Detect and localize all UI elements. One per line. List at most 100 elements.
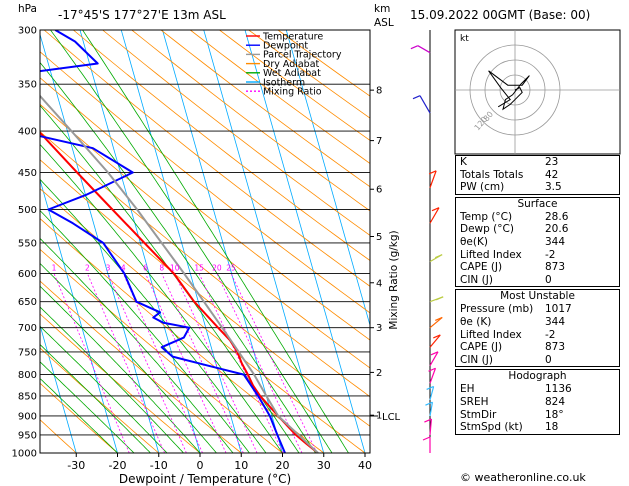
mixing-ratio-line	[87, 273, 165, 453]
pressure-tick-label: 350	[18, 80, 37, 91]
most-unstable-value: 1017	[545, 303, 572, 316]
lcl-label: LCL	[382, 412, 401, 423]
pressure-tick-label: 300	[18, 26, 37, 37]
surface-label: Dewp (°C)	[460, 223, 514, 236]
pressure-tick-label: 650	[18, 297, 37, 308]
wind-barb-flag	[410, 45, 419, 50]
wind-barb	[429, 368, 437, 384]
surface-row: CIN (J) 0	[456, 274, 619, 287]
plot-frame	[39, 29, 371, 454]
most-unstable-value: 873	[545, 341, 566, 354]
mixing-ratio-line	[216, 273, 303, 453]
pressure-tick-label: 1000	[12, 449, 37, 460]
wind-barb-flag	[435, 296, 444, 301]
surface-label: CAPE (J)	[460, 261, 503, 274]
wet-adiabat-line	[40, 306, 184, 453]
dry-adiabat-line	[40, 347, 160, 453]
x-tick-label: -10	[150, 459, 168, 472]
mixing-ratio-label: 6	[143, 264, 148, 273]
pressure-tick-label: 550	[18, 238, 37, 249]
wind-barb-flag	[424, 418, 432, 423]
most-unstable-row: CIN (J) 0	[456, 354, 619, 367]
dry-adiabat-line	[40, 313, 201, 453]
x-tick-label: -20	[109, 459, 127, 472]
hodo-row: StmSpd (kt) 18	[456, 421, 619, 434]
surface-value: 20.6	[545, 223, 569, 236]
dry-adiabat-line	[40, 103, 370, 369]
km-tick-label: 1	[376, 411, 382, 422]
hodo-value: 1136	[545, 383, 572, 396]
legend-entry: Parcel Trajectory	[263, 50, 342, 61]
km-tick-label: 2	[376, 368, 382, 379]
mixing-ratio-label: 2	[85, 264, 90, 273]
most-unstable-value: 0	[545, 353, 552, 366]
dry-adiabat-line	[40, 382, 118, 453]
most-unstable-row: Pressure (mb) 1017	[456, 303, 619, 316]
x-tick-label: 40	[358, 459, 372, 472]
mixing-ratio-line	[161, 273, 244, 453]
wind-barb	[419, 95, 431, 114]
dry-adiabat-line	[102, 30, 370, 236]
height-unit-label: km	[374, 3, 391, 15]
wet-adiabat-line	[40, 377, 118, 453]
hodo-label: SREH	[460, 395, 489, 408]
most-unstable-label: Lifted Index	[460, 328, 522, 341]
wind-barb	[429, 170, 437, 188]
surface-box: Surface Temp (°C) 28.6 Dewp (°C) 20.6 θe(K) 3…	[455, 196, 620, 288]
km-tick-label: 4	[376, 278, 382, 289]
wet-adiabat-line	[40, 343, 151, 453]
mixing-ratio-label: 8	[159, 264, 164, 273]
wind-barb	[429, 402, 434, 417]
wind-barb	[429, 334, 441, 348]
hodo-label: StmSpd (kt)	[460, 421, 523, 434]
surface-row: Dewp (°C) 20.6	[456, 223, 619, 236]
wind-barb-flag	[433, 334, 441, 339]
isotherm-line	[79, 30, 201, 453]
indices-table: K 23 Totals Totals 42 PW (cm) 3.5 Surface Tem…	[455, 155, 620, 437]
legend-entry: Mixing Ratio	[263, 87, 322, 98]
legend-entry: Wet Adiabat	[263, 68, 321, 79]
wind-barb	[429, 207, 440, 224]
wind-barb-flag	[428, 170, 437, 175]
surface-value: 344	[545, 235, 566, 248]
km-tick-label: 6	[376, 185, 382, 196]
mixing-ratio-axis-title: Mixing Ratio (g/kg)	[388, 230, 400, 329]
most-unstable-title: Most Unstable	[500, 290, 575, 303]
hodo-value: 18	[545, 421, 559, 434]
hodo-label: EH	[460, 383, 475, 396]
hodo-label: StmDir	[460, 408, 497, 421]
x-tick-label: -30	[67, 459, 85, 472]
wind-barb	[429, 316, 443, 329]
wind-barb-flag	[426, 385, 434, 391]
most-unstable-label: CAPE (J)	[460, 341, 503, 354]
mixing-ratio-label: 1	[52, 264, 57, 273]
location-label: -17°45'S 177°27'E 13m ASL	[58, 8, 226, 22]
most-unstable-row: θe (K) 344	[456, 316, 619, 329]
mixing-ratio-label: 10	[170, 264, 180, 273]
wind-barb-flag	[412, 95, 421, 100]
pressure-tick-label: 500	[18, 205, 37, 216]
isotherm-lines	[40, 30, 370, 453]
most-unstable-value: 344	[545, 315, 566, 328]
dry-adiabat-line	[73, 30, 370, 262]
surface-value: 28.6	[545, 210, 569, 223]
height-ref-label: ASL	[374, 17, 394, 29]
index-row: PW (cm) 3.5	[456, 181, 619, 194]
surface-value: 873	[545, 261, 566, 274]
wind-barb-flag	[434, 254, 443, 259]
index-label: PW (cm)	[460, 181, 505, 194]
x-tick-label: 0	[197, 459, 204, 472]
isotherm-line	[40, 323, 77, 453]
hodo-row: EH 1136	[456, 383, 619, 396]
legend-entry: Temperature	[262, 31, 323, 42]
wind-barb	[417, 45, 431, 54]
hodo-row: StmDir 18°	[456, 409, 619, 422]
most-unstable-label: CIN (J)	[460, 353, 493, 366]
surface-value: -2	[545, 248, 556, 261]
isotherm-line	[40, 32, 160, 453]
wet-adiabat-line	[40, 361, 135, 453]
km-tick-label: 8	[376, 86, 382, 97]
hodo-value: 18°	[545, 408, 564, 421]
